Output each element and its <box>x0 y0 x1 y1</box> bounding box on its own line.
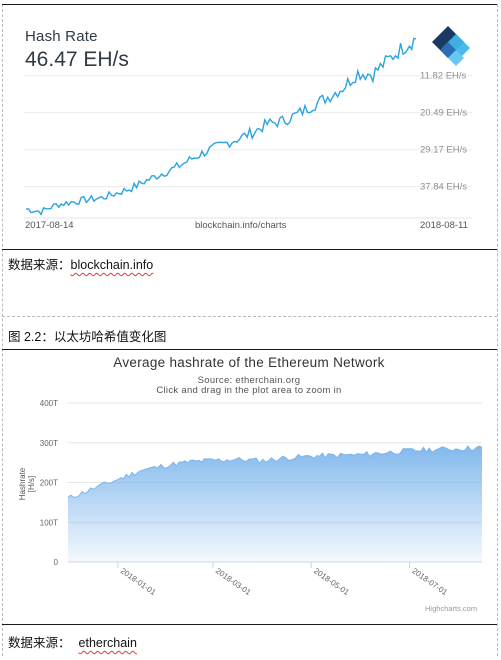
x-tick-label: 2018-03-01 <box>214 566 253 597</box>
figure-caption: 图 2.2：以太坊哈希值变化图 <box>8 330 167 344</box>
hash-rate-title: Hash Rate <box>25 28 98 45</box>
blockchain-logo-icon <box>432 26 470 66</box>
section-rule <box>2 349 497 350</box>
x-tick-label: 2018-05-01 <box>312 566 351 597</box>
hashrate-series-line <box>67 445 483 498</box>
x-tick-label: 2018-01-01 <box>119 566 158 597</box>
ethereum-chart-title: Average hashrate of the Ethereum Network <box>113 355 385 370</box>
y-tick-label: 0 <box>54 558 59 567</box>
x-start-label: 2017-08-14 <box>25 220 74 231</box>
hash-rate-chart: Hash Rate 46.47 EH/s 37.84 EH/s 29.17 EH/… <box>4 8 494 248</box>
y-tick-label: 100T <box>40 518 58 527</box>
source-link-blockchain[interactable]: blockchain.info <box>70 258 154 272</box>
x-end-label: 2018-08-11 <box>420 220 468 231</box>
watermark-text: blockchain.info/charts <box>195 220 287 231</box>
hash-rate-plot: 37.84 EH/s 29.17 EH/s 20.49 EH/s 11.82 EH/s <box>24 37 472 219</box>
y-tick-label: 20.49 EH/s <box>420 108 467 119</box>
section-rule <box>2 624 497 625</box>
hash-rate-series-line <box>25 37 417 216</box>
y-tick-label: 300T <box>40 439 58 448</box>
y-tick-label: 29.17 EH/s <box>420 145 467 156</box>
source-note-2: 数据来源： etherchain <box>8 632 137 651</box>
ethereum-hashrate-chart[interactable]: Average hashrate of the Ethereum Network… <box>4 352 494 622</box>
x-tick-label: 2018-07-01 <box>410 566 449 597</box>
hash-rate-current-value: 46.47 EH/s <box>25 48 129 71</box>
caption-divider <box>2 316 497 317</box>
y-tick-label: 200T <box>40 479 58 488</box>
section-rule <box>2 249 497 250</box>
source-prefix: 数据来源： <box>8 636 71 650</box>
y-tick-label: 400T <box>40 399 58 408</box>
top-rule <box>2 4 497 5</box>
ethereum-chart-subtitle: Source: etherchain.org <box>197 375 301 386</box>
source-note-1: 数据来源：blockchain.info <box>8 254 153 273</box>
source-prefix: 数据来源： <box>8 258 71 272</box>
ethereum-hashrate-plot[interactable]: 400T 300T 200T 100T 0 2018-01-01 2018-03-01 201… <box>4 352 494 622</box>
source-link-etherchain[interactable]: etherchain <box>78 636 137 650</box>
hashrate-area-fill <box>68 446 482 562</box>
highcharts-credit[interactable]: Highcharts.com <box>425 604 478 613</box>
y-tick-label: 37.84 EH/s <box>420 182 467 193</box>
document-frame <box>2 4 498 656</box>
ethereum-chart-hint: Click and drag in the plot area to zoom … <box>156 385 342 396</box>
y-tick-label: 11.82 EH/s <box>420 71 467 82</box>
